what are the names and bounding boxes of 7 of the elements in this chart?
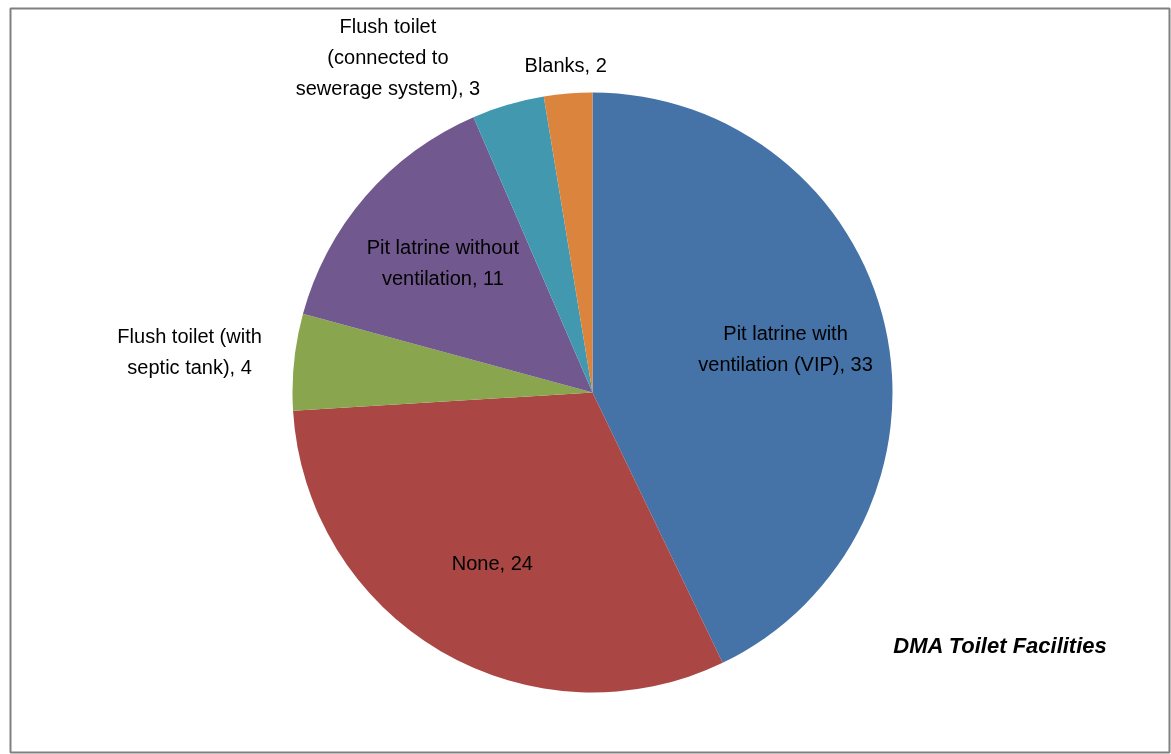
text: DMA Toilet Facilities: [893, 632, 1107, 658]
slice-label: Pit latrine without ventilation, 11: [366, 236, 520, 290]
slice-label: Blanks, 2: [524, 54, 607, 77]
slice-label: Flush toilet (with septic tank), 4: [117, 324, 262, 378]
slice-label: None, 24: [451, 552, 533, 575]
slice-label: Pit latrine with ventilation (VIP), 33: [698, 322, 873, 375]
slice-label: Flush toilet (connected to sewerage system), 3: [295, 15, 481, 99]
